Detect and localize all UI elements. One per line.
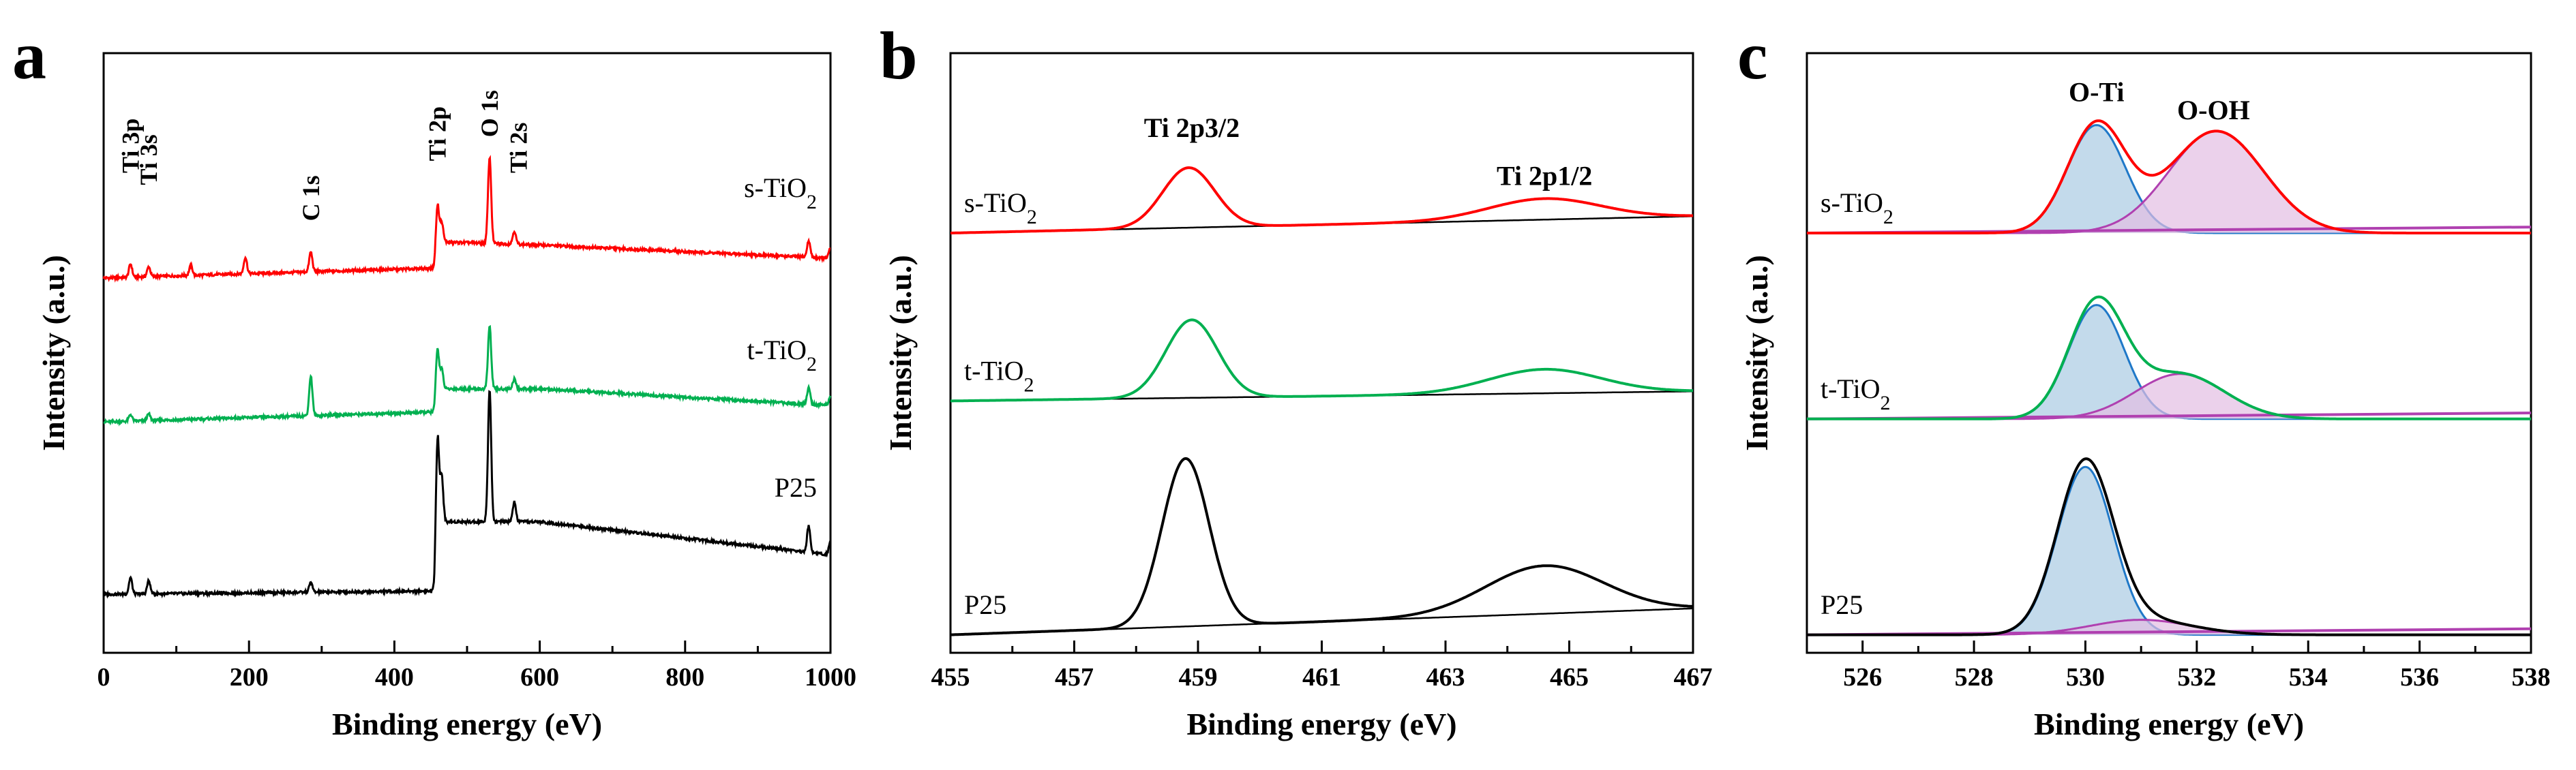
- panel-c-xtick-label-530: 530: [2066, 663, 2105, 692]
- panel-a-xtick-label-800: 800: [665, 663, 704, 692]
- panel-b-legend-p25: P25: [964, 589, 1006, 620]
- panel-a-y-axis-title: Intensity (a.u.): [36, 255, 71, 451]
- panel-a-series-p25: [103, 390, 832, 599]
- panel-c-letter: c: [1737, 18, 1767, 93]
- panel-b-peak-label-ti-2p3-2: Ti 2p3/2: [1144, 112, 1240, 143]
- panel-a-peak-label-ti-3p: Ti 3p: [117, 119, 144, 173]
- panel-a-plot-frame: [102, 52, 832, 654]
- panel-a-xtick-label-1000: 1000: [805, 663, 856, 692]
- panel-c-t-tio2-o-oh-fill: [1807, 373, 2531, 419]
- panel-a-xtick-label-400: 400: [375, 663, 414, 692]
- panel-b-series-s-tio2: [950, 166, 1693, 234]
- panel-c-series-s-tio2: [1807, 119, 2531, 234]
- panel-a-x-axis-title: Binding energy (eV): [332, 707, 602, 741]
- panel-a-peak-label-ti-2p: Ti 2p: [423, 106, 451, 161]
- panel-c-series-p25: [1807, 457, 2531, 636]
- panel-b-xtick-label-463: 463: [1426, 663, 1465, 692]
- panel-a-peak-label-ti-2s: Ti 2s: [505, 123, 532, 173]
- panel-b-xtick-label-467: 467: [1674, 663, 1713, 692]
- panel-b-xtick-label-457: 457: [1055, 663, 1094, 692]
- panel-a-peak-label-c-1s: C 1s: [297, 175, 325, 221]
- panel-a-peak-label-ti-3s: Ti 3s: [135, 134, 162, 185]
- panel-b-peak-label-ti-2p1-2: Ti 2p1/2: [1497, 161, 1592, 191]
- panel-a-xtick-label-200: 200: [230, 663, 269, 692]
- panel-b-y-axis-title: Intensity (a.u.): [883, 255, 918, 451]
- panel-a-legend-p25: P25: [775, 472, 817, 503]
- panel-c-series-t-tio2: [1807, 295, 2531, 420]
- panel-a-series-t-tio2: [103, 324, 832, 427]
- panel-b-xtick-label-455: 455: [931, 663, 970, 692]
- panel-c-y-axis-title: Intensity (a.u.): [1739, 255, 1774, 451]
- panel-c-s-tio2-o-oh-fill: [1807, 131, 2531, 233]
- panel-b-xtick-label-461: 461: [1302, 663, 1341, 692]
- panel-c-xtick-label-528: 528: [1955, 663, 1994, 692]
- panel-c-x-axis-title: Binding energy (eV): [2034, 707, 2304, 741]
- panel-c-xtick-label-532: 532: [2177, 663, 2216, 692]
- panel-b-x-axis-title: Binding energy (eV): [1186, 707, 1456, 741]
- panel-b-legend-t-tio2: t-TiO2: [964, 356, 1034, 397]
- panel-a-xtick-label-600: 600: [520, 663, 559, 692]
- panel-c-p25-o-oh-fill: [1807, 619, 2531, 635]
- panel-a-legend-t-tio2: t-TiO2: [747, 335, 817, 375]
- panel-a-peak-label-o-1s: O 1s: [476, 90, 503, 137]
- panel-b-series-t-tio2: [950, 318, 1693, 403]
- panel-b-series-p25: [950, 457, 1694, 636]
- panel-c-legend-p25: P25: [1821, 589, 1863, 620]
- panel-c-legend-s-tio2: s-TiO2: [1821, 187, 1893, 228]
- panel-c-peak-label-o-oh: O-OH: [2177, 95, 2250, 125]
- panel-c-xtick-label-534: 534: [2289, 663, 2328, 692]
- panel-c-xtick-label-538: 538: [2512, 663, 2551, 692]
- panel-c-plot-frame: [1806, 52, 2532, 654]
- panel-a-legend-s-tio2: s-TiO2: [744, 172, 817, 213]
- panel-c-p25-o-ti-fit: [1807, 465, 2531, 636]
- panel-a-letter: a: [12, 18, 46, 93]
- panel-c-xtick-label-536: 536: [2400, 663, 2439, 692]
- panel-b-letter: b: [880, 18, 918, 93]
- panel-c-peak-label-o-ti: O-Ti: [2069, 76, 2125, 107]
- panel-b-xtick-label-465: 465: [1550, 663, 1589, 692]
- panel-b-plot-frame: [949, 52, 1694, 654]
- panel-b-xtick-label-459: 459: [1179, 663, 1218, 692]
- panel-a-series-s-tio2: [102, 155, 831, 283]
- panel-c-p25-o-ti-fill: [1807, 467, 2531, 635]
- panel-c-legend-t-tio2: t-TiO2: [1821, 373, 1890, 414]
- panel-a-xtick-label-0: 0: [98, 663, 110, 692]
- panel-b-legend-s-tio2: s-TiO2: [964, 187, 1037, 228]
- panel-c-xtick-label-526: 526: [1843, 663, 1882, 692]
